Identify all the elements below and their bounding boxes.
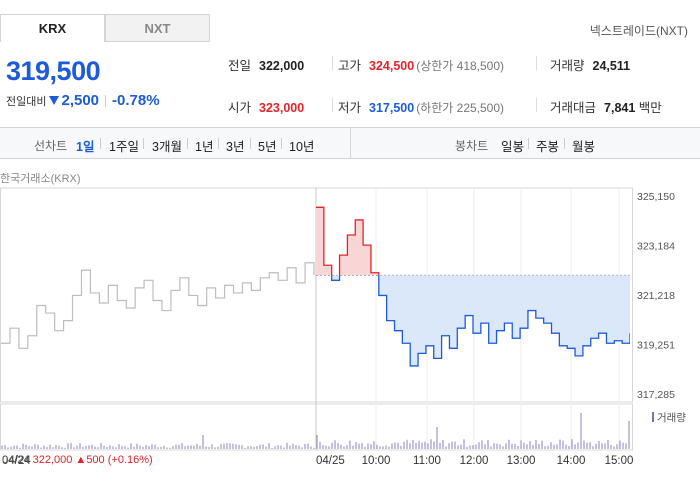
current-price: 319,500 [6,56,101,86]
x-tick-label: 15:00 [605,455,634,467]
x-tick-label: 12:00 [460,455,489,467]
change-label: 전일대비 [6,95,47,108]
period-10y[interactable]: 10년 [289,140,315,154]
tab-krx[interactable]: KRX [0,14,105,42]
change-amount: 2,500 [61,92,100,109]
market-tabs: KRX NXT [0,14,210,42]
stat-divider [536,98,537,112]
stat-divider [332,98,333,112]
period-monthly[interactable]: 월봉 [572,140,596,154]
footer-percent: (+0.16%) [107,454,153,466]
period-1d[interactable]: 1일 [76,140,95,154]
exchange-label: 한국거래소(KRX) [0,173,81,185]
stat-value: 24,511 [592,59,631,73]
x-tick-label: 13:00 [507,455,536,467]
stat-value: 323,000 [259,101,305,115]
change-percent: -0.78% [112,92,160,109]
footer-close: 322,000 [32,454,73,466]
tab-nxt[interactable]: NXT [105,14,210,42]
line-chart-label: 선차트 [34,139,68,153]
stat-divider [536,56,537,70]
x-tick-label: 10:00 [362,455,391,467]
period-3m[interactable]: 3개월 [152,140,182,154]
nxt-brand-label: 넥스트레이드(NXT) [589,24,688,38]
footer-change: 500 [86,454,105,466]
y-tick-label: 317,285 [637,389,675,401]
footer-summary: 04/24 322,000 ▲500 (+0.16%) [2,454,153,466]
period-divider [187,138,188,149]
period-divider [564,138,565,149]
y-tick-label: 323,184 [637,240,675,252]
footer-date: 04/24 [2,454,30,466]
period-daily[interactable]: 일봉 [501,140,525,154]
period-divider [218,138,219,149]
stat-open: 시가 323,000 [228,97,304,116]
stat-value: 317,500 [369,101,415,115]
series-line-down [331,275,630,367]
x-tick-label: 14:00 [557,455,586,467]
volume-legend: 거래량 [652,410,686,425]
period-weekly[interactable]: 주봉 [536,140,560,154]
period-divider [528,138,529,149]
stat-volume: 거래량 24,511 [550,55,630,74]
volume-swatch [652,412,655,422]
y-tick-label: 325,150 [637,191,675,203]
stat-label: 저가 [338,101,362,115]
stat-prev-close: 전일 322,000 [228,55,304,74]
period-divider [281,138,282,149]
x-tick-label: 11:00 [413,455,441,467]
stat-value: 7,841 [604,101,636,115]
period-bar: 선차트 1일 1주일 3개월 1년 3년 5년 10년 봉차트 일봉 주봉 월봉 [0,127,700,159]
candle-chart-label: 봉차트 [455,139,489,153]
stat-high: 고가 324,500 (상한가 418,500) [338,55,504,74]
y-tick-label: 321,218 [637,290,675,302]
stat-value: 322,000 [259,59,305,73]
series-line-prev-day [1,262,315,349]
stat-label: 고가 [338,59,362,73]
period-1y[interactable]: 1년 [195,140,214,154]
stat-divider [332,56,333,70]
upper-limit: (상한가 418,500) [416,59,505,73]
period-1w[interactable]: 1주일 [109,140,139,154]
change-divider [105,94,107,107]
stat-low: 저가 317,500 (하한가 225,500) [338,97,504,116]
series-line-up [316,206,380,276]
lower-limit: (하한가 225,500) [416,101,505,115]
stat-label: 거래대금 [550,101,597,115]
volume-legend-label: 거래량 [657,412,686,424]
period-divider [100,138,101,149]
stat-value: 324,500 [369,59,415,73]
period-5y[interactable]: 5년 [258,140,277,154]
bar-divider [350,128,351,158]
stat-label: 시가 [228,101,252,115]
x-tick-label: 04/25 [316,455,345,467]
up-triangle-icon: ▲ [75,454,87,466]
stat-label: 전일 [228,59,252,73]
down-triangle-icon [49,96,60,105]
period-divider [250,138,251,149]
x-tick-label: 04/24 [2,455,31,467]
y-tick-label: 319,251 [637,340,675,352]
period-3y[interactable]: 3년 [226,140,245,154]
period-divider [143,138,144,149]
price-change: 전일대비 2,500 -0.78% [6,92,160,109]
stat-trade-amount: 거래대금 7,841 백만 [550,97,670,116]
stat-label: 거래량 [550,59,585,73]
stat-unit: 백만 [638,101,662,115]
